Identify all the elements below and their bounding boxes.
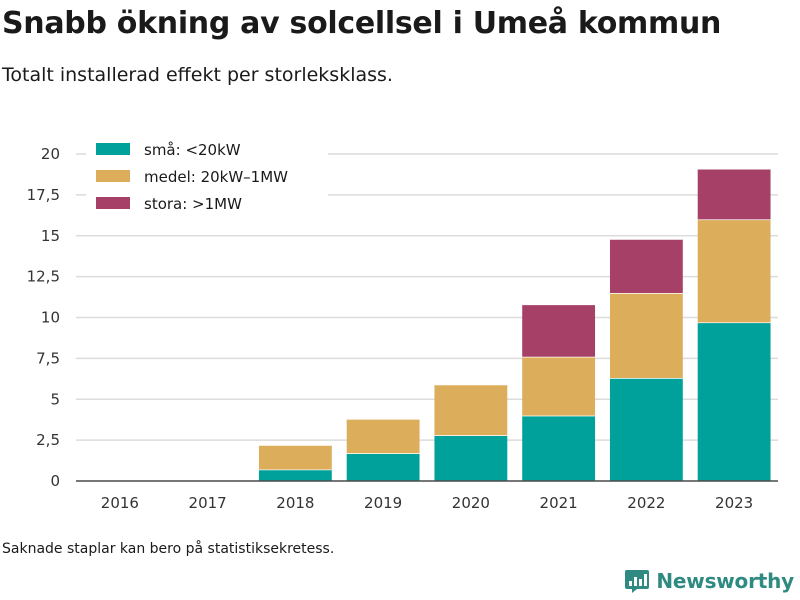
y-tick-label: 12,5 (27, 268, 60, 286)
x-tick-label: 2022 (627, 494, 665, 512)
bar-segment (434, 384, 508, 436)
brand-name: Newsworthy (656, 569, 794, 593)
newsworthy-logo-icon (625, 570, 650, 593)
bar-segment (697, 168, 771, 220)
bar-segment (697, 219, 771, 323)
stacked-bar-chart: 0 2,5 5 7,5 10 12,5 15 17,5 20 2016 2017 2018 2019 20… (26, 141, 778, 512)
legend-swatch (96, 143, 130, 155)
bar-segment (609, 239, 683, 293)
bar-segment (609, 292, 683, 378)
footnote: Saknade staplar kan bero på statistiksek… (2, 541, 335, 557)
x-tick-label: 2019 (364, 494, 402, 512)
legend-swatch (96, 197, 130, 209)
x-tick-label: 2018 (276, 494, 314, 512)
y-tick-label: 17,5 (27, 186, 60, 204)
bar-segment (697, 322, 771, 481)
bar-segment (346, 453, 420, 481)
chart-subtitle: Totalt installerad effekt per storlekskl… (2, 64, 393, 86)
legend-label: medel: 20kW–1MW (144, 168, 288, 186)
chart-title: Snabb ökning av solcellsel i Umeå kommun (2, 6, 722, 41)
bar-segment (434, 435, 508, 481)
x-tick-label: 2016 (101, 494, 139, 512)
x-tick-label: 2017 (189, 494, 227, 512)
y-tick-label: 7,5 (36, 349, 60, 367)
bar-segment (522, 304, 596, 357)
y-tick-label: 15 (41, 227, 60, 245)
legend-label: stora: >1MW (144, 195, 242, 213)
bar-segment (258, 469, 332, 481)
bar-segment (522, 356, 596, 416)
bar-segment (258, 445, 332, 470)
y-tick-label: 5 (50, 390, 60, 408)
bar-segment (522, 415, 596, 481)
y-tick-label: 20 (41, 145, 60, 163)
y-tick-label: 0 (50, 472, 60, 490)
x-tick-label: 2023 (715, 494, 753, 512)
bar-segment (609, 377, 683, 481)
legend-label: små: <20kW (144, 141, 241, 159)
x-tick-label: 2020 (452, 494, 490, 512)
x-tick-label: 2021 (540, 494, 578, 512)
brand-logo: Newsworthy (624, 568, 794, 594)
y-tick-label: 10 (41, 309, 60, 327)
y-tick-label: 2,5 (36, 431, 60, 449)
legend-swatch (96, 170, 130, 182)
bar-segment (346, 418, 420, 454)
